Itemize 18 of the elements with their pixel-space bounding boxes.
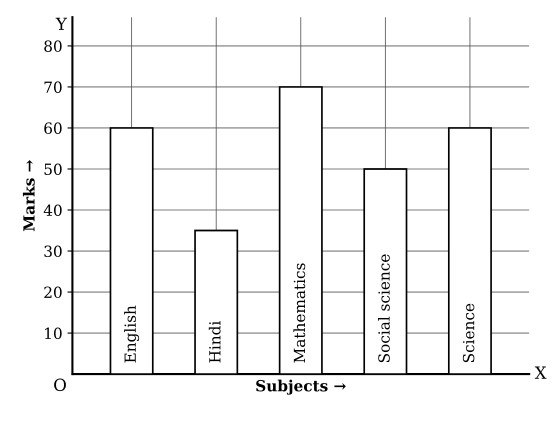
y-tick-label: 20 [44, 286, 62, 298]
x-tick-label: Social science [378, 254, 390, 362]
y-tick-label: 70 [44, 81, 62, 93]
y-tick-label: 40 [44, 204, 62, 216]
x-tick-label: Science [462, 304, 474, 362]
x-tick-label: Hindi [208, 321, 221, 363]
y-tick-label: 80 [44, 40, 62, 52]
y-tick-label: 50 [44, 163, 62, 176]
y-tick-label: 10 [45, 328, 62, 340]
x-tick-label: Mathematics [293, 263, 306, 363]
x-tick-label: English [124, 306, 140, 363]
text: X [534, 366, 546, 379]
y-axis-title: Marks → [22, 160, 35, 232]
y-tick-label: 30 [44, 245, 62, 258]
x-axis-title: Subjects → [256, 380, 346, 395]
text: Y [56, 18, 67, 30]
text: O [54, 378, 66, 392]
y-tick-label: 60 [44, 122, 62, 134]
